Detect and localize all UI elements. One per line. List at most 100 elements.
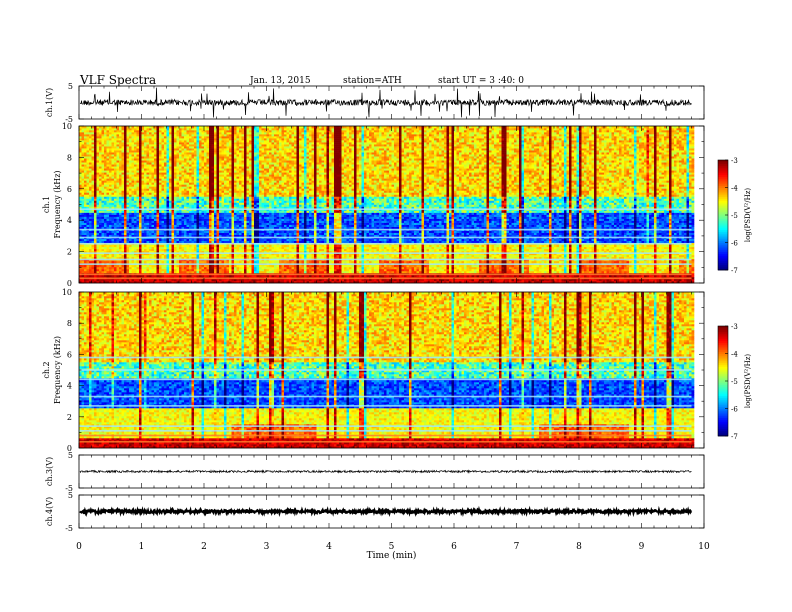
- spectrogram-cell: [166, 230, 170, 233]
- spectrogram-cell: [89, 166, 92, 169]
- spectrogram-cell: [146, 238, 150, 242]
- spectrogram-cell: [136, 226, 140, 229]
- spectrogram-cell: [214, 210, 217, 213]
- spectrogram-cell: [146, 138, 150, 141]
- spectrogram-cell: [194, 220, 197, 223]
- spectrogram-cell: [94, 132, 97, 135]
- spectrogram-cell: [86, 172, 90, 175]
- spectrogram-cell: [231, 164, 235, 167]
- spectrogram-cell: [196, 162, 200, 165]
- spectrogram-cell: [104, 160, 107, 163]
- spectrogram-cell: [144, 254, 147, 258]
- spectrogram-cell: [144, 130, 147, 133]
- spectrogram-cell: [229, 146, 232, 149]
- spectrogram-cell: [161, 158, 165, 161]
- spectrogram-cell: [176, 220, 180, 223]
- spectrogram-cell: [191, 152, 195, 155]
- spectrogram-cell: [94, 166, 97, 169]
- spectrogram-cell: [179, 172, 182, 175]
- spectrogram-cell: [216, 202, 220, 205]
- spectrogram-cell: [126, 250, 130, 254]
- spectrogram-cell: [124, 144, 127, 147]
- spectrogram-cell: [86, 216, 90, 219]
- spectrogram-cell: [196, 190, 200, 193]
- spectrogram-cell: [91, 234, 95, 238]
- spectrogram-cell: [191, 240, 195, 244]
- spectrogram-cell: [89, 230, 92, 233]
- spectrogram-cell: [216, 200, 220, 203]
- spectrogram-cell: [229, 188, 232, 191]
- spectrogram-cell: [204, 184, 207, 187]
- spectrogram-cell: [209, 198, 212, 201]
- spectrogram-cell: [191, 136, 195, 139]
- spectrogram-cell: [216, 240, 220, 244]
- spectrogram-cell: [179, 144, 182, 147]
- spectrogram-cell: [84, 274, 87, 278]
- spectrogram-cell: [184, 182, 187, 185]
- spectrogram-cell: [131, 136, 135, 139]
- spectrogram-cell: [106, 128, 110, 131]
- spectrogram-cell: [116, 226, 120, 229]
- spectrogram-cell: [166, 218, 170, 221]
- spectrogram-cell: [159, 174, 162, 177]
- spectrogram-cell: [141, 172, 145, 175]
- spectrogram-cell: [141, 162, 145, 165]
- spectrogram-cell: [151, 184, 155, 187]
- spectrogram-cell: [106, 194, 110, 197]
- spectrogram-cell: [89, 220, 92, 223]
- spectrogram-cell: [191, 156, 195, 159]
- spectrogram-cell: [166, 136, 170, 139]
- spectrogram-cell: [216, 232, 220, 235]
- spectrogram-cell: [134, 214, 137, 217]
- spectrogram-cell: [199, 146, 202, 149]
- spectrogram-cell: [179, 186, 182, 189]
- spectrogram-cell: [199, 128, 202, 131]
- spectrogram-cell: [81, 226, 85, 229]
- spectrogram-cell: [211, 256, 215, 260]
- spectrogram-cell: [151, 194, 155, 197]
- spectrogram-cell: [186, 210, 190, 213]
- spectrogram-cell: [84, 168, 87, 171]
- spectrogram-cell: [199, 210, 202, 213]
- spectrogram-cell: [206, 204, 210, 207]
- spectrogram-cell: [216, 144, 220, 147]
- spectrogram-cell: [126, 190, 130, 193]
- spectrogram-cell: [161, 134, 165, 137]
- spectrogram-cell: [104, 126, 107, 129]
- spectrogram-cell: [191, 244, 195, 248]
- spectrogram-cell: [216, 156, 220, 159]
- spectrogram-cell: [164, 280, 167, 284]
- spectrogram-cell: [131, 218, 135, 221]
- spectrogram-cell: [214, 264, 217, 268]
- spectrogram-cell: [199, 132, 202, 135]
- spectrogram-cell: [171, 210, 175, 213]
- spectrogram-cell: [224, 192, 227, 195]
- spectrogram-cell: [126, 246, 130, 250]
- spectrogram-cell: [219, 240, 222, 244]
- spectrogram-cell: [171, 150, 175, 153]
- spectrogram-cell: [221, 244, 225, 248]
- spectrogram-cell: [116, 202, 120, 205]
- spectrogram-cell: [156, 202, 160, 205]
- spectrogram-cell: [101, 170, 105, 173]
- spectrogram-cell: [104, 212, 107, 215]
- spectrogram-cell: [209, 190, 212, 193]
- spectrogram-cell: [204, 158, 207, 161]
- spectrogram-cell: [99, 204, 102, 207]
- spectrogram-cell: [181, 260, 185, 264]
- spectrogram-cell: [196, 160, 200, 163]
- spectrogram-cell: [154, 202, 157, 205]
- spectrogram-cell: [211, 216, 215, 219]
- spectrogram-cell: [119, 142, 122, 145]
- spectrogram-cell: [114, 140, 117, 143]
- spectrogram-cell: [169, 278, 172, 282]
- spectrogram-cell: [131, 254, 135, 258]
- spectrogram-cell: [159, 264, 162, 268]
- spectrogram-cell: [171, 158, 175, 161]
- spectrogram-cell: [219, 246, 222, 250]
- spectrogram-cell: [149, 164, 152, 167]
- spectrogram-cell: [116, 196, 120, 199]
- spectrogram-cell: [214, 166, 217, 169]
- spectrogram-cell: [119, 176, 122, 179]
- spectrogram-cell: [199, 138, 202, 141]
